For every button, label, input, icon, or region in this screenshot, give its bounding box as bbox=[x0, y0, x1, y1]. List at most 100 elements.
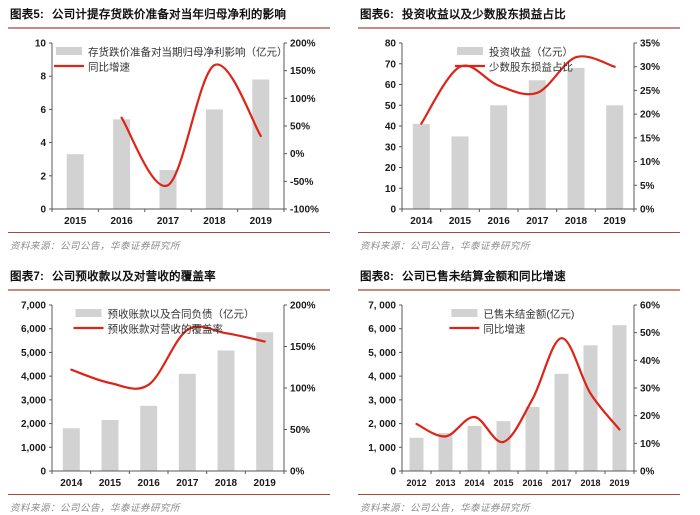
figure-7-label: 图表7: bbox=[10, 271, 45, 283]
svg-text:2018: 2018 bbox=[565, 216, 588, 227]
svg-text:50: 50 bbox=[385, 101, 397, 112]
figure-8-label: 图表8: bbox=[360, 271, 395, 283]
svg-text:2013: 2013 bbox=[435, 478, 455, 488]
bar bbox=[496, 421, 511, 471]
figure-5-title: 图表5: 公司计提存货跌价准备对当年归母净利的影响 bbox=[8, 6, 330, 29]
figure-7-source: 资料来源：公司公告，华泰证券研究所 bbox=[8, 494, 330, 514]
svg-text:40: 40 bbox=[385, 122, 397, 133]
svg-text:0: 0 bbox=[40, 467, 46, 478]
bar bbox=[101, 420, 119, 471]
svg-text:6,000: 6,000 bbox=[21, 324, 46, 335]
figure-5-title-text: 公司计提存货跌价准备对当年归母净利的影响 bbox=[52, 9, 287, 21]
svg-text:2014: 2014 bbox=[60, 478, 83, 489]
legend-bar-swatch bbox=[56, 47, 82, 55]
figure-8-source: 资料来源：公司公告，华泰证券研究所 bbox=[358, 494, 680, 514]
svg-text:2018: 2018 bbox=[580, 478, 600, 488]
legend-label: 同比增速 bbox=[88, 61, 130, 74]
svg-text:0: 0 bbox=[390, 205, 396, 216]
figure-5-svg: 0 2 4 6 8 10 -100% -50% 0% 50% 100% 150% 200% 2015 201… bbox=[35, 39, 319, 228]
figure-8-title-text: 公司已售未结算金额和同比增速 bbox=[402, 271, 566, 283]
figure-7-title-text: 公司预收款以及对营收的覆盖率 bbox=[52, 271, 216, 283]
svg-text:2016: 2016 bbox=[522, 478, 542, 488]
bar bbox=[256, 332, 274, 471]
svg-text:2018: 2018 bbox=[215, 478, 238, 489]
bar bbox=[178, 373, 196, 471]
svg-text:2016: 2016 bbox=[488, 216, 511, 227]
svg-text:35%: 35% bbox=[640, 39, 660, 50]
svg-text:150%: 150% bbox=[290, 66, 316, 77]
bar bbox=[612, 325, 627, 471]
svg-text:0%: 0% bbox=[290, 467, 305, 478]
bar bbox=[217, 350, 235, 471]
svg-text:0%: 0% bbox=[640, 467, 655, 478]
svg-text:30%: 30% bbox=[640, 62, 660, 73]
chart-panel-figure-6: 图表6: 投资收益以及少数股东损益占比 0 10 20 30 40 50 60 70 80 0% 5%… bbox=[358, 6, 680, 252]
figure-7-svg: 0 1,000 2,000 3,000 4,000 5,000 6,000 7,000 0% 50… bbox=[21, 301, 316, 490]
svg-text:2015: 2015 bbox=[449, 216, 472, 227]
trend-line bbox=[120, 63, 262, 187]
svg-text:2014: 2014 bbox=[464, 478, 484, 488]
legend-label: 存货跌价准备对当期归母净利影响（亿元） bbox=[88, 46, 288, 59]
bar bbox=[412, 123, 430, 209]
svg-text:10: 10 bbox=[385, 184, 397, 195]
svg-text:7,000: 7,000 bbox=[21, 301, 46, 312]
figure-8-svg: 0 1, 000 2, 000 3, 000 4, 000 5, 000 6, 000 7, … bbox=[368, 301, 660, 489]
svg-text:8: 8 bbox=[40, 72, 46, 83]
figure-8-title: 图表8: 公司已售未结算金额和同比增速 bbox=[358, 268, 680, 291]
chart-panel-figure-7: 图表7: 公司预收款以及对营收的覆盖率 0 1,000 2,000 3,000 4,000… bbox=[8, 268, 330, 514]
svg-text:2015: 2015 bbox=[493, 478, 513, 488]
svg-text:30: 30 bbox=[385, 142, 397, 153]
svg-text:0: 0 bbox=[390, 467, 396, 478]
svg-text:2015: 2015 bbox=[64, 216, 87, 227]
svg-text:10%: 10% bbox=[640, 157, 660, 168]
svg-text:2017: 2017 bbox=[157, 216, 180, 227]
svg-text:-100%: -100% bbox=[290, 205, 319, 216]
bar bbox=[409, 437, 424, 471]
chart-panel-figure-8: 图表8: 公司已售未结算金额和同比增速 0 1, 000 2, 000 3, 000 4,… bbox=[358, 268, 680, 514]
svg-text:2015: 2015 bbox=[99, 478, 122, 489]
bar bbox=[140, 405, 158, 471]
legend-label: 预收账款对营收的覆盖率 bbox=[108, 323, 224, 336]
bar bbox=[490, 105, 508, 210]
svg-text:50%: 50% bbox=[290, 122, 310, 133]
svg-text:4: 4 bbox=[40, 138, 46, 149]
svg-text:70: 70 bbox=[385, 59, 397, 70]
svg-text:2, 000: 2, 000 bbox=[368, 419, 396, 430]
svg-text:20%: 20% bbox=[640, 110, 660, 121]
figure-5-chart: 0 2 4 6 8 10 -100% -50% 0% 50% 100% 150% 200% 2015 201… bbox=[8, 37, 330, 229]
svg-text:0: 0 bbox=[40, 205, 46, 216]
svg-text:25%: 25% bbox=[640, 86, 660, 97]
svg-text:0%: 0% bbox=[290, 149, 305, 160]
svg-text:2016: 2016 bbox=[110, 216, 133, 227]
svg-text:20%: 20% bbox=[640, 411, 660, 422]
svg-text:2019: 2019 bbox=[604, 216, 627, 227]
figure-6-chart: 0 10 20 30 40 50 60 70 80 0% 5% 10% 15% 20% 25% 30% 35% 2… bbox=[358, 37, 680, 229]
figure-6-title-text: 投资收益以及少数股东损益占比 bbox=[402, 9, 566, 21]
svg-text:5, 000: 5, 000 bbox=[368, 348, 396, 359]
bar bbox=[583, 345, 598, 471]
bar bbox=[451, 136, 469, 209]
legend-label: 预收账款以及合同负债（亿元） bbox=[108, 308, 255, 321]
svg-text:4, 000: 4, 000 bbox=[368, 372, 396, 383]
svg-text:200%: 200% bbox=[290, 301, 316, 312]
bar bbox=[554, 373, 569, 471]
legend-bar-swatch bbox=[451, 309, 478, 317]
svg-text:6, 000: 6, 000 bbox=[368, 324, 396, 335]
svg-text:1,000: 1,000 bbox=[21, 443, 46, 454]
svg-text:3,000: 3,000 bbox=[21, 395, 46, 406]
svg-text:2012: 2012 bbox=[406, 478, 426, 488]
figure-5-label: 图表5: bbox=[10, 9, 45, 21]
figure-6-title: 图表6: 投资收益以及少数股东损益占比 bbox=[358, 6, 680, 29]
svg-text:4,000: 4,000 bbox=[21, 372, 46, 383]
svg-text:10: 10 bbox=[35, 39, 47, 50]
svg-text:10%: 10% bbox=[640, 439, 660, 450]
bar bbox=[62, 428, 80, 471]
svg-text:7, 000: 7, 000 bbox=[368, 301, 396, 312]
svg-text:5,000: 5,000 bbox=[21, 348, 46, 359]
legend-label: 投资收益（亿元） bbox=[489, 46, 573, 59]
bar bbox=[252, 79, 270, 209]
svg-text:0%: 0% bbox=[640, 205, 655, 216]
figure-6-svg: 0 10 20 30 40 50 60 70 80 0% 5% 10% 15% 20% 25% 30% 35% 2… bbox=[385, 39, 660, 228]
svg-text:5%: 5% bbox=[640, 181, 655, 192]
legend-label: 少数股东损益占比 bbox=[489, 61, 573, 74]
